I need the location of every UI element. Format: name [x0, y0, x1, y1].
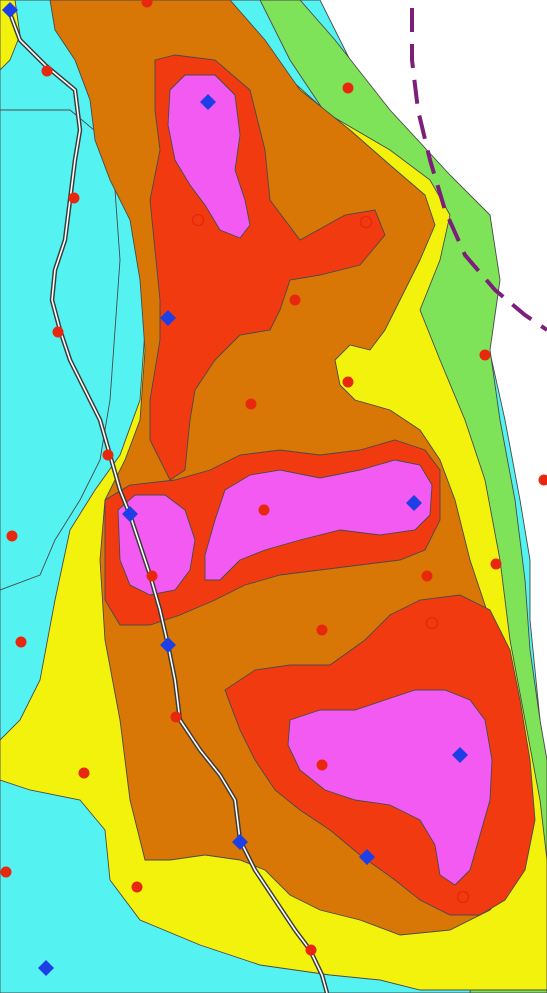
circle-marker [289, 294, 301, 306]
circle-marker [170, 711, 182, 723]
circle-marker [258, 504, 270, 516]
circle-marker [490, 558, 502, 570]
circle-marker [52, 326, 64, 338]
diamond-marker [122, 506, 138, 522]
circle-marker [538, 474, 547, 486]
diamond-marker [2, 2, 18, 18]
diamond-marker [406, 495, 422, 511]
zone-yellow-left-strip [0, 0, 21, 71]
circle-marker [68, 192, 80, 204]
diamond-marker [359, 849, 375, 865]
circle-marker [421, 570, 433, 582]
diamond-markers [2, 2, 468, 976]
circle-marker [342, 82, 354, 94]
diamond-marker [452, 747, 468, 763]
circle-marker [456, 890, 470, 904]
zone-magenta-north [167, 74, 251, 239]
circle-markers [0, 0, 547, 956]
zone-magenta-middle [204, 459, 433, 581]
circle-marker [245, 398, 257, 410]
diamond-marker [200, 94, 216, 110]
circle-marker [342, 376, 354, 388]
circle-marker [41, 65, 53, 77]
circle-marker [359, 215, 373, 229]
circle-marker [141, 0, 153, 8]
circle-marker [15, 636, 27, 648]
circle-marker [131, 881, 143, 893]
circle-marker [425, 616, 439, 630]
circle-marker [0, 866, 12, 878]
zone-magenta-middle-west [117, 494, 196, 596]
circle-marker [191, 213, 205, 227]
circle-marker [305, 944, 317, 956]
circle-marker [479, 349, 491, 361]
circle-marker [102, 449, 114, 461]
diamond-marker [232, 834, 248, 850]
zone-magenta-south [287, 689, 493, 886]
diamond-marker [160, 310, 176, 326]
diamond-marker [38, 960, 54, 976]
circle-marker [316, 624, 328, 636]
circle-marker [6, 530, 18, 542]
circle-marker [316, 759, 328, 771]
circle-marker [78, 767, 90, 779]
boundary-dashed-line [410, 8, 547, 332]
circle-marker [146, 570, 158, 582]
diamond-marker [160, 637, 176, 653]
